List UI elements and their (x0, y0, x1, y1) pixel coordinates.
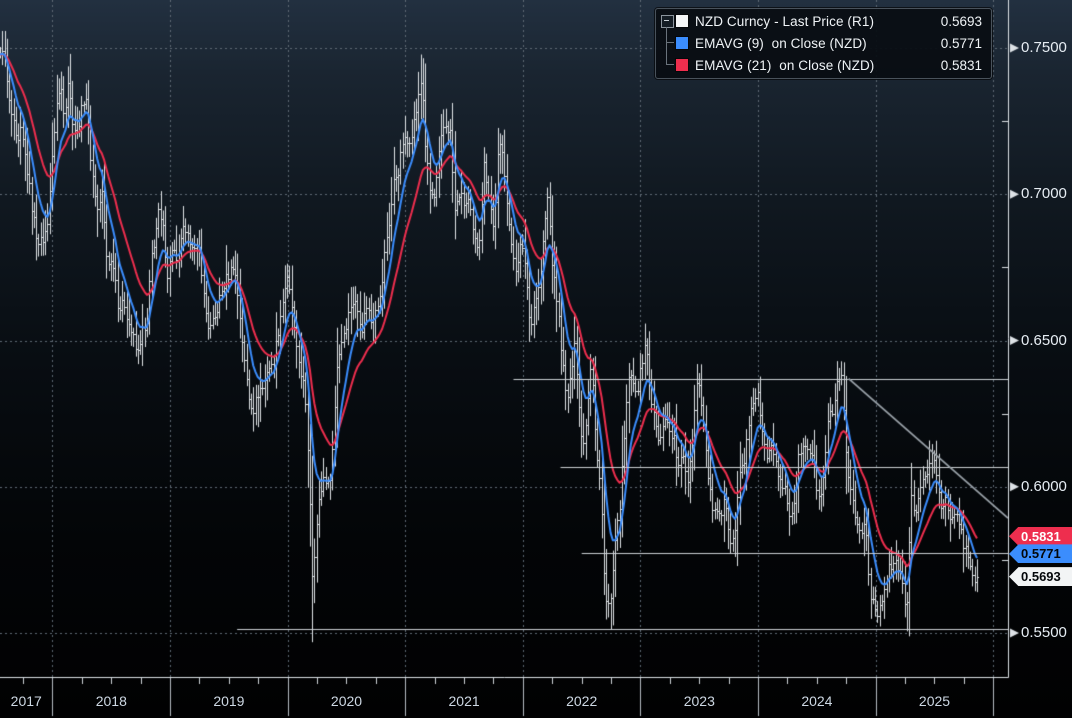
price-tag-last-price: 0.5693 (1009, 567, 1072, 587)
legend-swatch-emavg-21 (676, 59, 688, 71)
legend-label: EMAVG (9) on Close (NZD) (695, 35, 867, 51)
x-axis-year-label: 2022 (566, 693, 598, 709)
legend-tree-line (666, 27, 667, 65)
legend-item-emavg-9[interactable]: EMAVG (9) on Close (NZD) 0.5771 (676, 32, 986, 54)
legend-value: 0.5831 (940, 57, 982, 73)
legend-item-last-price[interactable]: NZD Curncy - Last Price (R1) 0.5693 (676, 10, 986, 32)
price-tag-emavg-9: 0.5771 (1009, 544, 1072, 564)
x-axis-year-label: 2024 (801, 693, 833, 709)
y-axis-label: 0.7000 (1021, 185, 1067, 203)
legend-tree-stub (666, 42, 674, 43)
price-tag-emavg-21: 0.5831 (1009, 526, 1072, 546)
x-axis-year-label: 2025 (918, 693, 951, 709)
y-axis-label: 0.7500 (1021, 38, 1067, 56)
legend-box: NZD Curncy - Last Price (R1) 0.5693 EMAV… (655, 8, 992, 79)
y-axis-label: 0.6500 (1021, 331, 1067, 349)
x-axis-year-label: 2019 (213, 693, 245, 709)
x-axis-year-label: 2017 (10, 693, 42, 709)
y-axis-label: 0.5500 (1021, 624, 1067, 642)
legend-swatch-last-price (676, 15, 688, 27)
y-axis-label: 0.6000 (1021, 477, 1067, 495)
legend-value: 0.5771 (940, 35, 982, 51)
x-axis-year-label: 2023 (683, 693, 715, 709)
legend-item-emavg-21[interactable]: EMAVG (21) on Close (NZD) 0.5831 (676, 54, 986, 76)
legend-label: EMAVG (21) on Close (NZD) (695, 57, 875, 73)
legend-value: 0.5693 (940, 13, 982, 29)
legend-swatch-emavg-9 (676, 37, 688, 49)
x-axis-year-label: 2020 (330, 693, 363, 709)
legend-collapse-icon[interactable] (661, 15, 674, 28)
x-axis-year-label: 2018 (95, 693, 127, 709)
legend-label: NZD Curncy - Last Price (R1) (695, 13, 875, 29)
x-axis-year-label: 2021 (448, 693, 480, 709)
legend-tree-stub (666, 64, 674, 65)
minus-glyph (664, 20, 669, 21)
